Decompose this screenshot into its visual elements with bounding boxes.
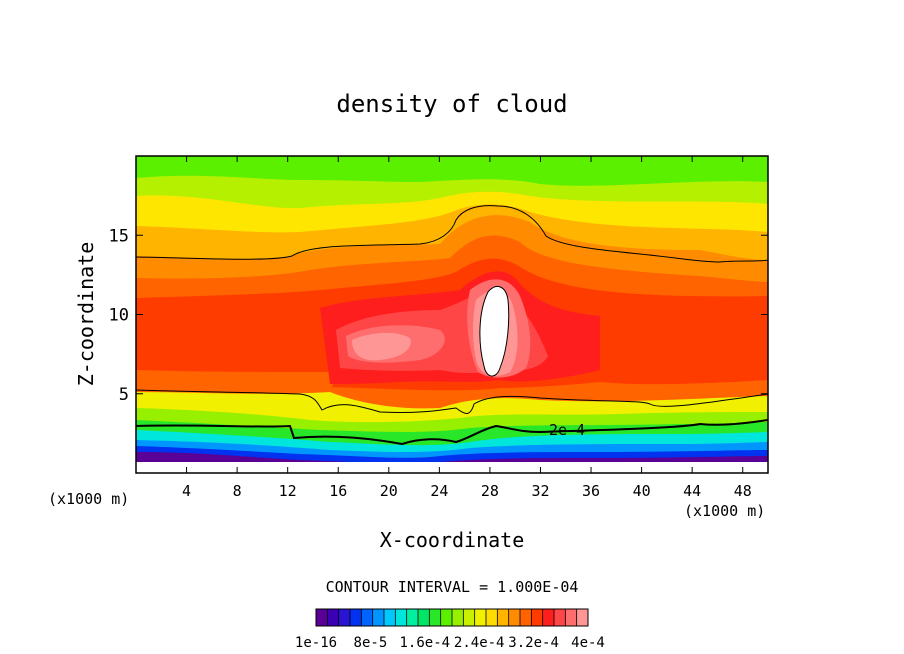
contour-field <box>136 156 768 473</box>
colorbar-swatch <box>497 609 510 626</box>
colorbar-swatch <box>316 609 328 626</box>
x-tick-label: 24 <box>430 482 448 500</box>
colorbar-labels: 1e-16 8e-5 1.6e-4 2.4e-4 3.2e-4 4e-4 <box>295 635 605 651</box>
chart-title: density of cloud <box>336 90 567 118</box>
contour-line-2e-4 <box>136 419 768 446</box>
colorbar-frame <box>315 608 589 627</box>
x-tick-label: 4 <box>182 482 191 500</box>
x-unit-right: (x1000 m) <box>684 502 765 520</box>
max-region <box>479 285 510 377</box>
colorbar-swatch <box>440 609 453 626</box>
contour-line-lower <box>136 389 768 414</box>
colorbar-label: 3.2e-4 <box>508 635 559 651</box>
below-terrain <box>136 462 768 473</box>
contour-interval-text: CONTOUR INTERVAL = 1.000E-04 <box>326 578 579 596</box>
band-pink-light <box>352 332 411 361</box>
colorbar-label: 1e-16 <box>295 635 337 651</box>
colorbar-swatch <box>531 609 544 626</box>
colorbar-swatch <box>565 609 578 626</box>
y-axis-ticks: 5 10 15 <box>109 226 768 405</box>
contour-label: 2e-4 <box>549 421 585 439</box>
x-tick-label: 20 <box>380 482 398 500</box>
x-axis-label: X-coordinate <box>380 528 525 552</box>
colorbar-swatch <box>338 609 351 626</box>
x-tick-label: 48 <box>734 482 752 500</box>
x-unit-left: (x1000 m) <box>48 490 129 508</box>
colorbar-swatch <box>350 609 362 626</box>
colorbar-swatch <box>474 609 487 626</box>
colorbar-label: 4e-4 <box>571 635 605 651</box>
colorbar-swatch <box>486 609 498 626</box>
colorbar-swatch <box>418 609 430 626</box>
colorbar-swatch <box>372 609 385 626</box>
colorbar-label: 8e-5 <box>354 635 388 651</box>
colorbar-swatch <box>384 609 396 626</box>
x-tick-label: 12 <box>279 482 297 500</box>
x-tick-label: 40 <box>633 482 651 500</box>
colorbar-swatch <box>327 609 340 626</box>
x-tick-label: 36 <box>582 482 600 500</box>
contour-line-upper <box>136 205 768 263</box>
x-tick-label: 28 <box>481 482 499 500</box>
x-tick-label: 44 <box>683 482 701 500</box>
colorbar-swatch <box>508 609 521 626</box>
colorbar-swatch <box>542 609 555 626</box>
colorbar-swatch <box>463 609 476 626</box>
colorbar-swatch <box>452 609 464 626</box>
x-axis-ticks: 4 8 12 16 20 24 28 32 36 40 44 48 <box>182 156 752 500</box>
colorbar-swatch <box>406 609 419 626</box>
colorbar-swatch <box>429 609 442 626</box>
colorbar-swatch <box>554 609 566 626</box>
y-axis-label: Z-coordinate <box>74 242 98 387</box>
colorbar-swatch <box>395 609 408 626</box>
colorbar-label: 2.4e-4 <box>454 635 505 651</box>
x-tick-label: 8 <box>233 482 242 500</box>
y-tick-label: 10 <box>109 306 129 326</box>
x-tick-label: 16 <box>329 482 347 500</box>
colorbar-swatch <box>520 609 532 626</box>
y-tick-label: 15 <box>109 226 129 246</box>
colorbar-label: 1.6e-4 <box>400 635 451 651</box>
colorbar-swatch <box>576 609 589 626</box>
x-tick-label: 32 <box>531 482 549 500</box>
y-tick-label: 5 <box>119 385 129 405</box>
colorbar-swatch <box>361 609 374 626</box>
colorbar <box>315 608 589 627</box>
